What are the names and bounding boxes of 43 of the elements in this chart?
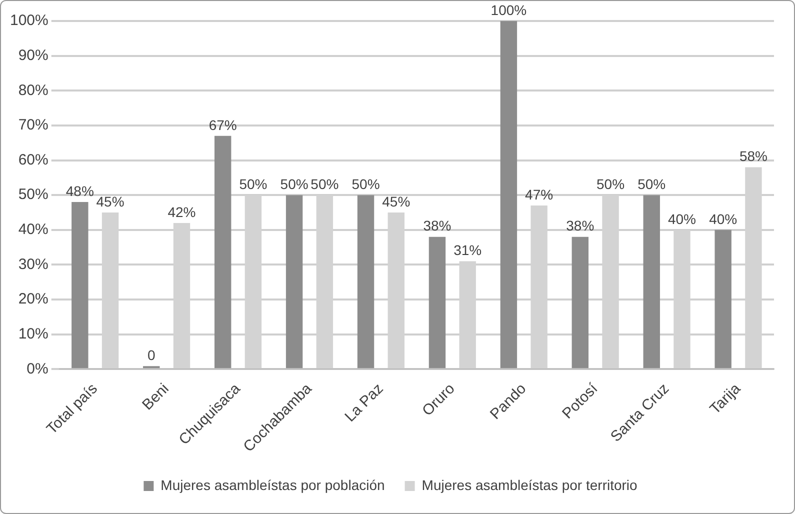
y-tick-label: 50% (18, 186, 48, 204)
y-tick-label: 40% (18, 221, 48, 238)
data-label: 0 (147, 347, 156, 364)
y-tick-label: 80% (18, 82, 48, 99)
y-tick-label: 20% (18, 290, 48, 308)
legend-label: Mujeres asambleístas por población (160, 476, 385, 493)
bar (286, 195, 303, 368)
data-label: 50% (596, 176, 625, 192)
y-tick-label: 70% (18, 116, 48, 134)
data-label: 50% (280, 176, 308, 192)
legend-label: Mujeres asambleístas por territorio (422, 476, 638, 493)
y-tick-label: 30% (18, 256, 48, 273)
data-label: 31% (454, 242, 482, 258)
bar (428, 236, 446, 368)
data-label: 42% (168, 204, 196, 220)
data-label: 48% (66, 182, 94, 199)
data-label: 45% (382, 193, 410, 210)
bar (357, 195, 374, 368)
bar (572, 236, 589, 368)
data-label: 50% (638, 176, 666, 192)
y-tick-label: 0% (26, 360, 48, 378)
y-tick-label: 100% (10, 12, 48, 30)
bar (72, 202, 88, 368)
y-tick-label: 60% (18, 151, 48, 168)
data-label: 50% (352, 176, 380, 192)
data-label: 58% (739, 148, 768, 164)
data-label: 38% (423, 218, 452, 234)
y-tick-label: 90% (18, 46, 48, 64)
data-label: 40% (668, 210, 696, 227)
bar (214, 136, 232, 368)
data-label: 50% (310, 176, 339, 192)
data-label: 47% (525, 186, 554, 202)
bar (500, 21, 518, 368)
data-label: 45% (96, 193, 124, 210)
data-label: 50% (239, 176, 268, 192)
data-label: 38% (566, 218, 594, 234)
bar (643, 195, 660, 368)
bar (714, 230, 732, 368)
y-tick-label: 10% (18, 326, 48, 343)
data-label: 67% (208, 116, 237, 133)
data-label: 100% (490, 2, 527, 18)
x-tick-label: La Paz (342, 380, 387, 426)
data-label: 40% (709, 210, 738, 227)
